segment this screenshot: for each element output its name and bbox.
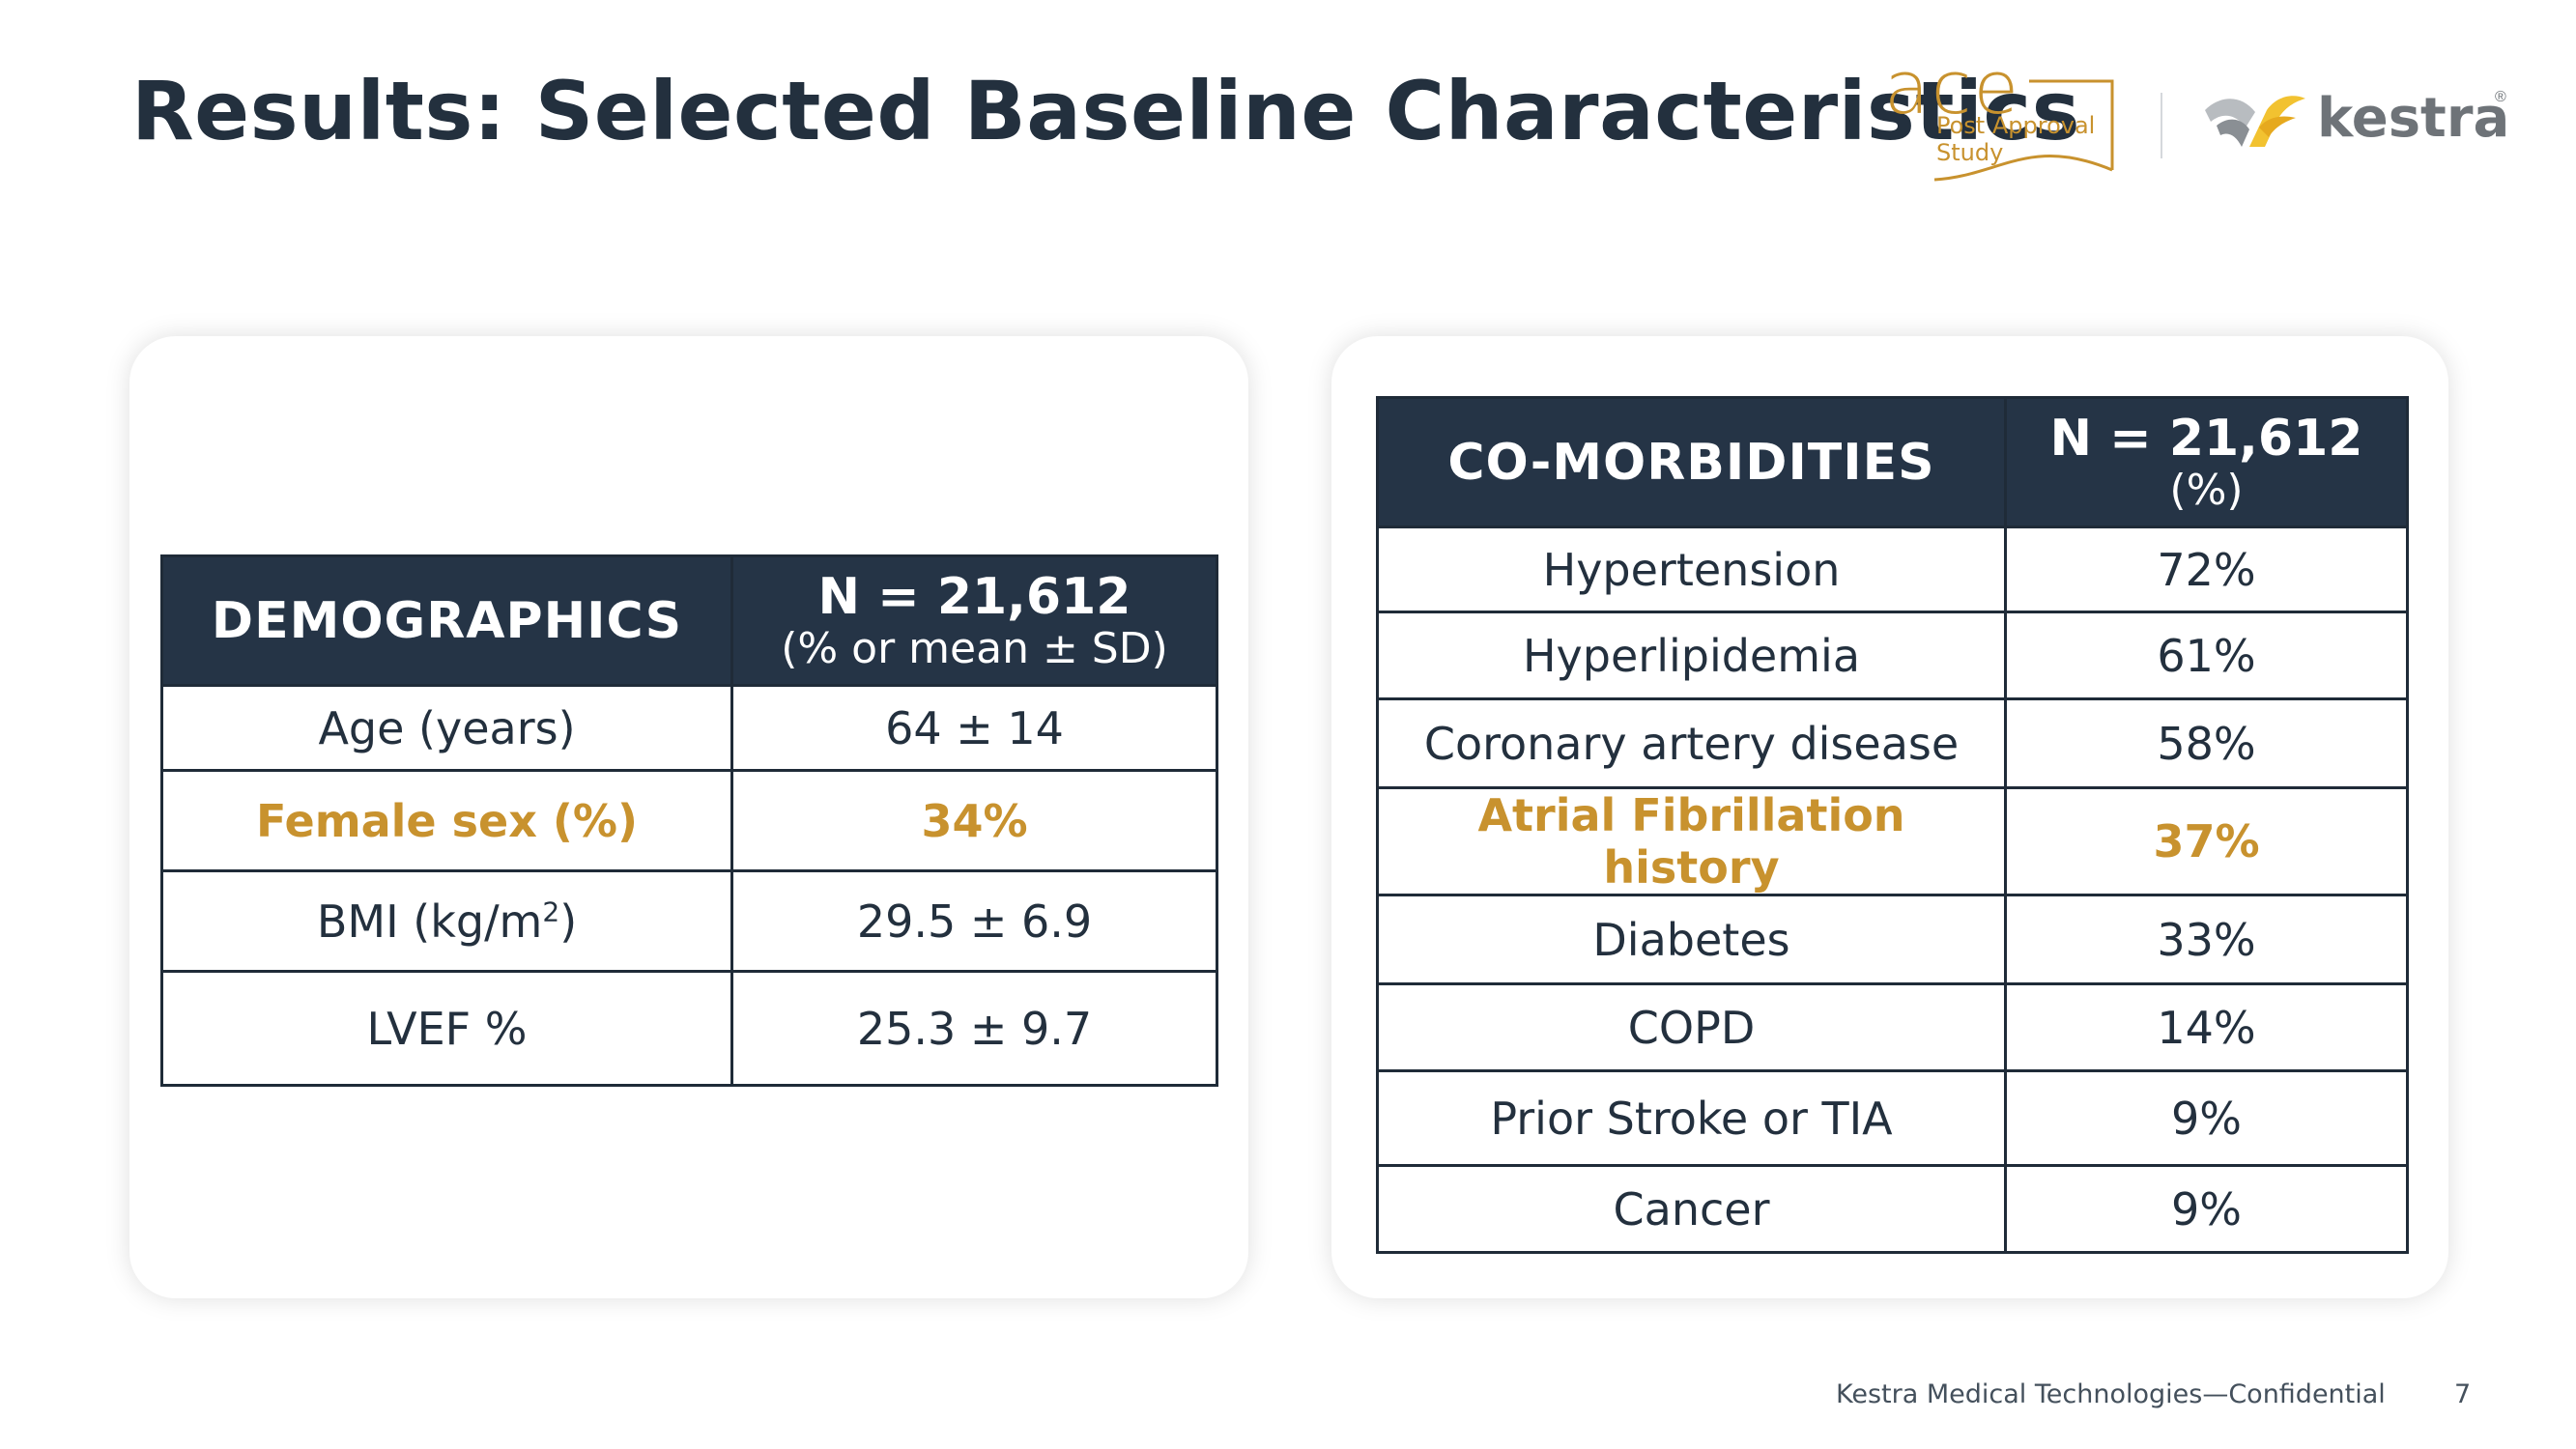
table-row: Cancer 9% xyxy=(1376,1164,2409,1254)
logo-divider xyxy=(2161,93,2162,158)
table-row: Prior Stroke or TIA 9% xyxy=(1376,1069,2409,1167)
demographics-n-note: (% or mean ± SD) xyxy=(781,623,1168,673)
footer-confidential: Kestra Medical Technologies—Confidential xyxy=(1836,1379,2386,1409)
row-label: Atrial Fibrillation history xyxy=(1376,786,2007,896)
row-value: 58% xyxy=(2004,697,2409,789)
table-row-highlight: Female sex (%) 34% xyxy=(160,769,1218,872)
registered-mark: ® xyxy=(2495,89,2506,105)
row-label: BMI (kg/m2) xyxy=(160,869,733,973)
page-number: 7 xyxy=(2454,1379,2472,1409)
comorbidities-n-value: N = 21,612 xyxy=(2049,409,2363,468)
row-label: Hyperlipidemia xyxy=(1376,611,2007,700)
row-label: COPD xyxy=(1376,982,2007,1072)
kestra-wing-icon xyxy=(2205,96,2305,147)
ace-logo-subtitle: Post Approval Study xyxy=(1936,112,2095,166)
ace-logo: ace Post Approval Study xyxy=(1884,44,2126,191)
row-label: Coronary artery disease xyxy=(1376,697,2007,789)
ace-logo-line2: Study xyxy=(1936,139,2004,166)
row-value: 64 ± 14 xyxy=(730,684,1218,772)
demographics-header-n: N = 21,612 (% or mean ± SD) xyxy=(730,554,1218,687)
row-value: 37% xyxy=(2004,786,2409,896)
ace-logo-word: ace xyxy=(1884,44,2021,130)
ace-bracket-icon xyxy=(1933,79,2114,182)
table-row: Coronary artery disease 58% xyxy=(1376,697,2409,789)
demographics-table: DEMOGRAPHICS N = 21,612 (% or mean ± SD)… xyxy=(160,554,1218,1087)
row-value: 34% xyxy=(730,769,1218,872)
kestra-logo-word: kestra xyxy=(2317,87,2510,150)
table-row: Diabetes 33% xyxy=(1376,894,2409,985)
demographics-n-value: N = 21,612 xyxy=(817,567,1131,626)
comorbidities-header-row: CO-MORBIDITIES N = 21,612 (%) xyxy=(1376,396,2409,528)
page-title: Results: Selected Baseline Characteristi… xyxy=(131,64,2081,158)
row-value: 61% xyxy=(2004,611,2409,700)
row-label: Age (years) xyxy=(160,684,733,772)
comorbidities-header-label: CO-MORBIDITIES xyxy=(1376,396,2007,528)
row-label: Cancer xyxy=(1376,1164,2007,1254)
ace-logo-line1: Post Approval xyxy=(1936,112,2096,139)
row-value: 29.5 ± 6.9 xyxy=(730,869,1218,973)
table-row: Hyperlipidemia 61% xyxy=(1376,611,2409,700)
row-value: 33% xyxy=(2004,894,2409,985)
row-value: 25.3 ± 9.7 xyxy=(730,970,1218,1087)
table-row: COPD 14% xyxy=(1376,982,2409,1072)
row-label: Prior Stroke or TIA xyxy=(1376,1069,2007,1167)
demographics-header-label: DEMOGRAPHICS xyxy=(160,554,733,687)
comorbidities-header-n: N = 21,612 (%) xyxy=(2004,396,2409,528)
table-row-highlight: Atrial Fibrillation history 37% xyxy=(1376,786,2409,896)
table-row: LVEF % 25.3 ± 9.7 xyxy=(160,970,1218,1087)
row-label: Hypertension xyxy=(1376,526,2007,613)
table-row: BMI (kg/m2) 29.5 ± 6.9 xyxy=(160,869,1218,973)
row-value: 14% xyxy=(2004,982,2409,1072)
comorbidities-n-note: (%) xyxy=(2169,465,2244,515)
row-label: Diabetes xyxy=(1376,894,2007,985)
table-row: Hypertension 72% xyxy=(1376,526,2409,613)
row-value: 9% xyxy=(2004,1164,2409,1254)
row-label: LVEF % xyxy=(160,970,733,1087)
row-value: 9% xyxy=(2004,1069,2409,1167)
row-label: Female sex (%) xyxy=(160,769,733,872)
table-row: Age (years) 64 ± 14 xyxy=(160,684,1218,772)
comorbidities-table: CO-MORBIDITIES N = 21,612 (%) Hypertensi… xyxy=(1376,396,2409,1254)
kestra-logo: kestra ® xyxy=(2203,85,2512,162)
row-value: 72% xyxy=(2004,526,2409,613)
demographics-header-row: DEMOGRAPHICS N = 21,612 (% or mean ± SD) xyxy=(160,554,1218,687)
